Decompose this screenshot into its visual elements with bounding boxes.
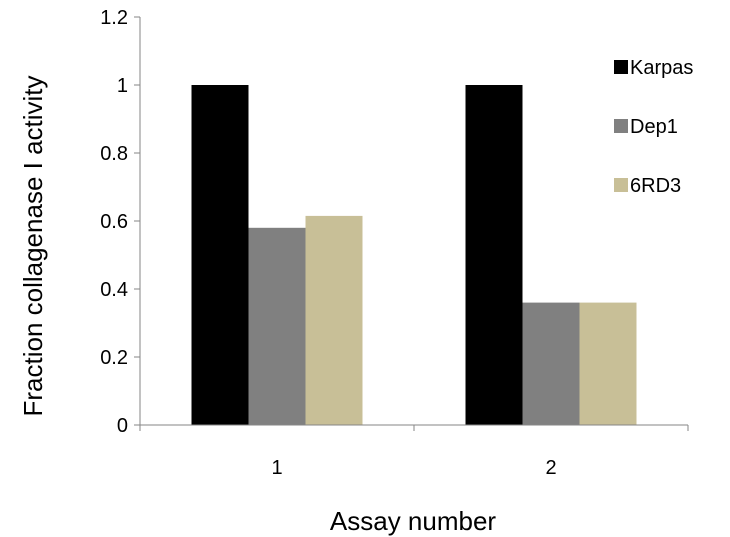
ticks-layer: 0 0.2 0.4 0.6 0.8 1 1.2 1 2 bbox=[100, 7, 689, 479]
y-tick-label: 0.2 bbox=[100, 347, 128, 369]
bar-karpas-2 bbox=[465, 85, 523, 425]
x-tick-label: 1 bbox=[271, 457, 282, 479]
legend-swatch-dep1 bbox=[614, 119, 628, 133]
y-tick-label: 0.4 bbox=[100, 279, 128, 301]
y-tick-label: 0 bbox=[117, 415, 128, 437]
bar-dep1-1 bbox=[248, 227, 306, 425]
bar-6rd3-1 bbox=[305, 215, 363, 425]
bar-karpas-1 bbox=[191, 85, 249, 425]
y-tick-label: 0.8 bbox=[100, 143, 128, 165]
legend-label-dep1: Dep1 bbox=[630, 116, 678, 138]
bars-layer bbox=[191, 85, 637, 425]
legend-label-6rd3: 6RD3 bbox=[630, 175, 681, 197]
y-tick-label: 1.2 bbox=[100, 7, 128, 29]
x-axis-title: Assay number bbox=[330, 506, 497, 536]
legend: Karpas Dep1 6RD3 bbox=[614, 57, 693, 197]
legend-label-karpas: Karpas bbox=[630, 57, 693, 79]
legend-swatch-6rd3 bbox=[614, 178, 628, 192]
x-tick-label: 2 bbox=[545, 457, 556, 479]
bar-dep1-2 bbox=[522, 302, 580, 425]
y-tick-label: 0.6 bbox=[100, 211, 128, 233]
y-axis-title: Fraction collagenase I activity bbox=[18, 75, 48, 416]
bar-6rd3-2 bbox=[579, 302, 637, 425]
legend-swatch-karpas bbox=[614, 60, 628, 74]
y-tick-label: 1 bbox=[117, 75, 128, 97]
